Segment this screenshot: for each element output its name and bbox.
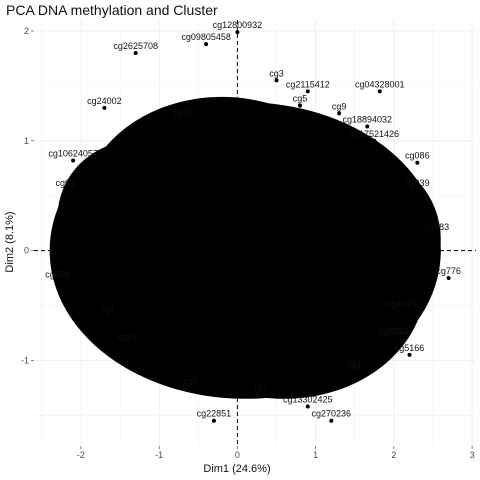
y-axis-title: Dim2 (8.1%) [4, 211, 16, 272]
overplot-cloud [57, 140, 214, 295]
reference-lines [34, 20, 476, 446]
data-point [133, 50, 138, 55]
data-point-label: cg039 [405, 178, 430, 188]
data-point-label: cg0 [183, 376, 198, 386]
data-point [415, 160, 420, 165]
y-tick-label: -1 [21, 355, 29, 365]
data-point [434, 232, 439, 237]
data-point [106, 314, 111, 319]
data-point [365, 124, 370, 129]
data-point [188, 385, 193, 390]
data-point [391, 336, 396, 341]
y-tick-label: 2 [24, 26, 29, 36]
x-tick-label: -2 [77, 450, 85, 460]
x-tick-label: 1 [313, 450, 318, 460]
data-point-label: cg12800932 [213, 20, 263, 30]
data-point [274, 78, 279, 83]
data-point [55, 279, 60, 284]
data-point [71, 158, 76, 163]
data-point-label: cg5 [293, 94, 308, 104]
data-point [372, 138, 377, 143]
data-point-label: cg8554 [379, 326, 409, 336]
data-point [204, 42, 209, 47]
data-point [297, 103, 302, 108]
y-tick-label: 0 [24, 246, 29, 256]
data-point-label: cg01 [56, 178, 76, 188]
data-point-label: cg16 [173, 107, 193, 117]
overplot-cloud [284, 157, 441, 322]
data-point [446, 276, 451, 281]
data-point-label: cg583 [425, 222, 450, 232]
data-point [235, 30, 240, 35]
data-point-label: cg24002 [87, 96, 122, 106]
data-point-label: cg270236 [312, 409, 352, 419]
data-point [399, 308, 404, 313]
x-tick-label: 3 [470, 450, 475, 460]
point-cloud [49, 96, 441, 399]
data-point-label: cg17521426 [350, 129, 400, 139]
data-point-label: cg3 [269, 68, 284, 78]
data-point [352, 369, 357, 374]
data-point [377, 89, 382, 94]
data-point-label: cg086 [405, 151, 430, 161]
data-point-label: cg22851 [197, 409, 232, 419]
axis-ticks: -2 -1 0 1 2 3 -1 0 1 2 [21, 26, 475, 460]
data-point-label: cg13302425 [283, 394, 333, 404]
data-point [102, 105, 107, 110]
data-point-label: cg9 [332, 101, 347, 111]
data-point-label: cg776 [436, 266, 461, 276]
data-point-label: cg10624057 [48, 149, 98, 159]
data-point-label: cg5166 [395, 343, 425, 353]
data-point-label: cg18894032 [342, 115, 392, 125]
data-point [180, 116, 185, 121]
data-point [305, 89, 310, 94]
labelled-points: cg12800932 cg09805458 cg04328001 cg17521426… [45, 20, 461, 423]
data-point [329, 418, 334, 423]
data-point [407, 352, 412, 357]
data-point-label: cg7 [101, 304, 116, 314]
data-point-label: cg1 [347, 359, 362, 369]
chart-title: PCA DNA methylation and Cluster [6, 2, 218, 18]
data-point [63, 188, 68, 193]
data-point-label: cg2115412 [286, 79, 330, 89]
data-point [415, 188, 420, 193]
data-point-label: cg09805458 [181, 32, 231, 42]
x-tick-label: 0 [235, 450, 240, 460]
x-tick-label: 2 [391, 450, 396, 460]
y-tick-label: 1 [24, 136, 29, 146]
data-point [305, 404, 310, 409]
x-axis-title: Dim1 (24.6%) [203, 463, 270, 475]
x-tick-label: -1 [155, 450, 163, 460]
data-point-label: cg2 [254, 381, 269, 391]
data-point-label: cg2625708 [113, 41, 158, 51]
data-point-label: cg61 [118, 332, 138, 342]
data-point [258, 391, 263, 396]
data-point-label: cg04328001 [355, 79, 405, 89]
data-point-label: cg4775 [387, 299, 417, 309]
data-point [337, 111, 342, 116]
data-point [211, 418, 216, 423]
data-point-label: cg028 [45, 269, 70, 279]
data-point [125, 341, 130, 346]
